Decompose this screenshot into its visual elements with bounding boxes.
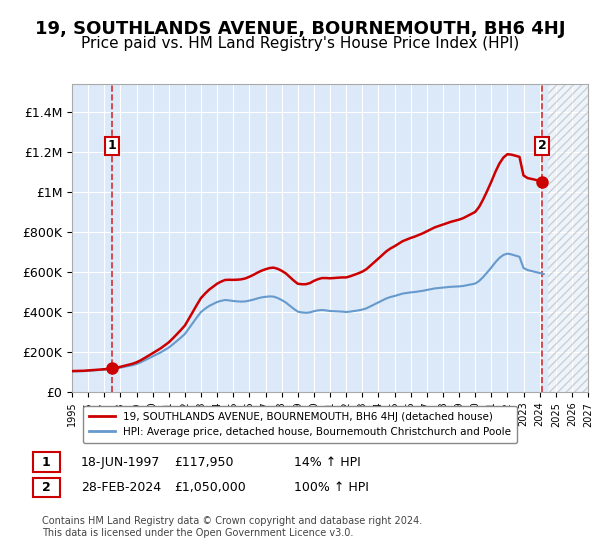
Text: 1: 1 — [42, 456, 50, 469]
Bar — [548, 84, 588, 392]
Legend: 19, SOUTHLANDS AVENUE, BOURNEMOUTH, BH6 4HJ (detached house), HPI: Average price: 19, SOUTHLANDS AVENUE, BOURNEMOUTH, BH6 … — [83, 405, 517, 444]
Text: 2: 2 — [42, 481, 50, 494]
Text: 1: 1 — [107, 139, 116, 152]
Text: 28-FEB-2024: 28-FEB-2024 — [81, 481, 161, 494]
Bar — [548, 84, 588, 392]
Text: 2: 2 — [538, 139, 547, 152]
Text: 18-JUN-1997: 18-JUN-1997 — [81, 456, 160, 469]
Text: £1,050,000: £1,050,000 — [174, 481, 246, 494]
Text: £117,950: £117,950 — [174, 456, 233, 469]
Text: 100% ↑ HPI: 100% ↑ HPI — [294, 481, 369, 494]
Text: Price paid vs. HM Land Registry's House Price Index (HPI): Price paid vs. HM Land Registry's House … — [81, 36, 519, 52]
Text: 19, SOUTHLANDS AVENUE, BOURNEMOUTH, BH6 4HJ: 19, SOUTHLANDS AVENUE, BOURNEMOUTH, BH6 … — [35, 20, 565, 38]
Text: 14% ↑ HPI: 14% ↑ HPI — [294, 456, 361, 469]
Text: Contains HM Land Registry data © Crown copyright and database right 2024.
This d: Contains HM Land Registry data © Crown c… — [42, 516, 422, 538]
